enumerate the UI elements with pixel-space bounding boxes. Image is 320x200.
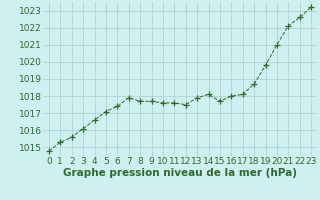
X-axis label: Graphe pression niveau de la mer (hPa): Graphe pression niveau de la mer (hPa) xyxy=(63,168,297,178)
